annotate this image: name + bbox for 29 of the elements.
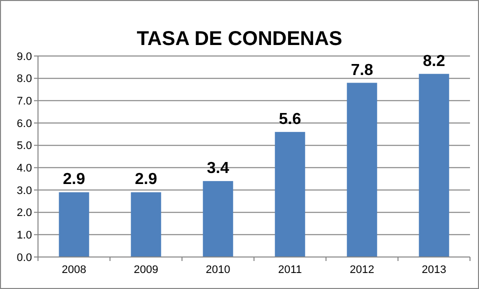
x-tick-label: 2008: [62, 264, 86, 276]
bar: [274, 132, 306, 257]
y-tick-label: 0.0: [16, 252, 32, 264]
data-label: 2.9: [134, 171, 158, 188]
y-tick-label: 5.0: [16, 140, 32, 152]
bar: [202, 181, 234, 257]
data-label: 5.6: [278, 110, 302, 128]
x-tick-label: 2011: [278, 264, 302, 276]
data-label: 8.2: [422, 52, 446, 70]
data-label: 3.4: [206, 160, 230, 178]
bar: [58, 192, 90, 257]
y-tick-label: 3.0: [16, 184, 32, 197]
bar: [418, 74, 450, 257]
y-tick-label: 6.0: [16, 118, 32, 130]
y-tick-label: 9.0: [16, 50, 32, 63]
chart-title: TASA DE CONDENAS: [136, 28, 342, 50]
bar: [346, 82, 378, 257]
bar: [130, 192, 162, 257]
y-tick-label: 8.0: [16, 73, 32, 86]
data-label: 2.9: [62, 171, 86, 188]
x-tick-label: 2009: [134, 264, 158, 276]
y-tick-label: 1.0: [16, 230, 32, 242]
y-tick-label: 2.0: [16, 207, 32, 220]
y-tick-label: 4.0: [16, 162, 32, 175]
y-tick-label: 7.0: [16, 96, 32, 108]
x-tick-label: 2012: [350, 264, 374, 276]
x-tick-label: 2010: [206, 264, 230, 276]
x-tick-label: 2013: [422, 264, 446, 276]
data-label: 7.8: [350, 62, 374, 79]
